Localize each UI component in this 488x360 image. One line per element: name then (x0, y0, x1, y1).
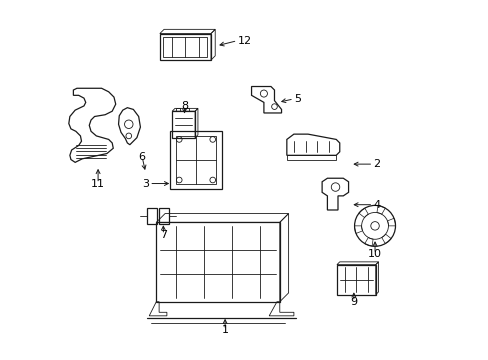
Text: 2: 2 (372, 159, 380, 169)
Text: 9: 9 (349, 297, 357, 307)
Text: 8: 8 (181, 101, 188, 111)
Text: 12: 12 (237, 36, 251, 46)
Text: 4: 4 (372, 200, 380, 210)
Text: 3: 3 (142, 179, 149, 189)
Text: 11: 11 (91, 179, 105, 189)
Text: 7: 7 (160, 230, 166, 240)
Bar (175, 108, 180, 111)
Text: 6: 6 (139, 152, 145, 162)
Text: 1: 1 (221, 325, 228, 335)
Bar (184, 108, 188, 111)
Text: 10: 10 (367, 249, 381, 259)
Text: 5: 5 (293, 94, 300, 104)
